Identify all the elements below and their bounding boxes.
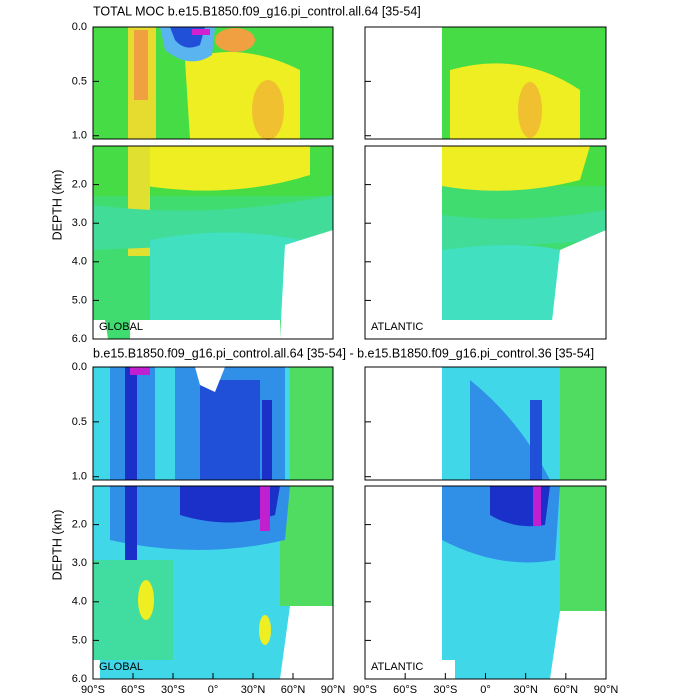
y-tick-label: 4.0: [72, 256, 87, 268]
x-tick-label: 0°: [480, 684, 491, 696]
panel-frame: [364, 145, 607, 340]
x-tick-label: 60°N: [281, 684, 306, 696]
x-tick-label: 60°N: [554, 684, 579, 696]
x-tick-label: 60°S: [121, 684, 145, 696]
x-tick-label: 90°S: [81, 684, 105, 696]
y-tick-label: 0.0: [72, 21, 87, 33]
y-tick-label: 3.0: [72, 557, 87, 569]
y-tick-label: 0.5: [72, 75, 87, 87]
y-tick-label: 5.0: [72, 294, 87, 306]
y-tick-label: 3.0: [72, 217, 87, 229]
y-tick-label: 4.0: [72, 596, 87, 608]
panel-label: ATLANTIC: [371, 321, 423, 333]
panel-label: ATLANTIC: [371, 661, 423, 673]
y-tick-label: 5.0: [72, 634, 87, 646]
chart-title: TOTAL MOC b.e15.B1850.f09_g16.pi_control…: [93, 4, 421, 18]
y-tick-label: 0.5: [72, 416, 87, 428]
y-tick-label: 0.0: [72, 361, 87, 373]
y-tick-label: 6.0: [72, 333, 87, 345]
y-tick-label: 2.0: [72, 519, 87, 531]
x-tick-label: 30°S: [161, 684, 185, 696]
x-tick-label: 90°S: [353, 684, 377, 696]
x-tick-label: 0°: [208, 684, 219, 696]
y-tick-label: 2.0: [72, 179, 87, 191]
y-tick-label: 1.0: [72, 471, 87, 483]
x-tick-label: 90°N: [321, 684, 346, 696]
x-tick-label: 30°N: [241, 684, 266, 696]
x-tick-label: 60°S: [393, 684, 417, 696]
panel-frame: [364, 366, 607, 481]
panel-label: GLOBAL: [99, 661, 143, 673]
chart-title: b.e15.B1850.f09_g16.pi_control.all.64 [3…: [93, 346, 594, 360]
x-tick-label: 30°S: [433, 684, 457, 696]
x-tick-label: 30°N: [513, 684, 538, 696]
panel-label: GLOBAL: [99, 321, 143, 333]
y-tick-label: 1.0: [72, 130, 87, 142]
panel-frame: [92, 145, 334, 340]
panel-frame: [92, 366, 334, 481]
panel-frame: [364, 26, 607, 140]
x-tick-label: 90°N: [594, 684, 619, 696]
y-tick-label: 6.0: [72, 673, 87, 685]
y-axis-label: DEPTH (km): [50, 510, 64, 581]
contour-fill: [93, 27, 606, 679]
panel-frame: [92, 26, 334, 140]
y-axis-label: DEPTH (km): [50, 170, 64, 241]
